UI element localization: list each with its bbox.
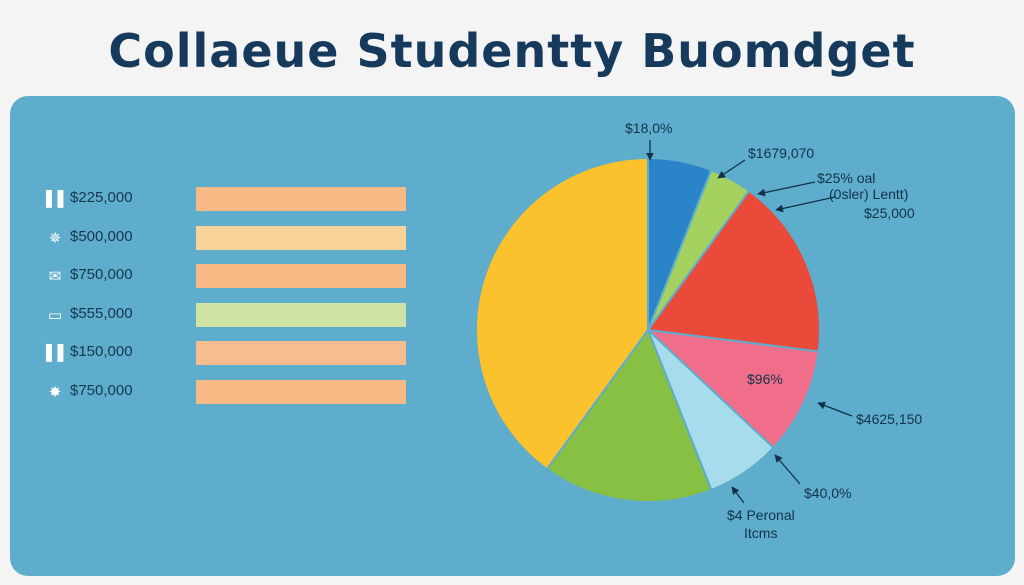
bar-label: $150,000 xyxy=(70,343,133,361)
pie-slice xyxy=(646,189,821,353)
callout-arrow xyxy=(774,454,801,485)
callout-pink-outer: $4625,150 xyxy=(856,411,922,427)
pie-slice xyxy=(545,327,713,503)
callout-light: $40,0% xyxy=(804,485,851,501)
bar xyxy=(196,380,406,404)
bar-label: $500,000 xyxy=(70,227,133,245)
bar xyxy=(196,264,406,289)
compass-icon: ✸ xyxy=(48,383,62,401)
callout-lime: $1679,070 xyxy=(748,145,814,161)
bar xyxy=(196,187,406,211)
callout-green-1: $4 Peronal xyxy=(727,507,795,523)
books-icon: ▌▌ xyxy=(46,190,70,208)
bar xyxy=(196,341,406,366)
bar-label: $750,000 xyxy=(70,382,133,399)
chart-title: Collaeue Studentty Buomdget xyxy=(108,24,916,78)
card-icon: ▭ xyxy=(47,305,63,324)
callout-arrow xyxy=(775,196,836,213)
bar xyxy=(196,302,406,327)
callout-arrow xyxy=(731,486,745,504)
bar xyxy=(196,225,406,250)
bar-label: $555,000 xyxy=(70,304,133,322)
bar-label: $750,000 xyxy=(70,266,133,284)
bar-label: $225,000 xyxy=(70,189,133,206)
callout-top: $18,0% xyxy=(625,120,672,136)
callout-arrow xyxy=(817,401,853,417)
pie-slice xyxy=(645,328,820,450)
badge-icon: ✵ xyxy=(48,228,62,247)
envelope-icon: ✉ xyxy=(48,267,62,286)
callout-red-2: (0sler) Lentt) xyxy=(829,186,908,202)
callout-red-3: $25,000 xyxy=(864,205,915,221)
callout-red-1: $25% oal xyxy=(817,170,875,186)
callout-arrow xyxy=(717,159,746,179)
callout-arrow xyxy=(757,181,816,197)
callout-green-2: Itcms xyxy=(744,525,777,541)
books-icon: ▌▌ xyxy=(46,344,70,363)
pie-slice xyxy=(475,156,649,471)
callout-pink-inner: $96% xyxy=(747,371,783,387)
